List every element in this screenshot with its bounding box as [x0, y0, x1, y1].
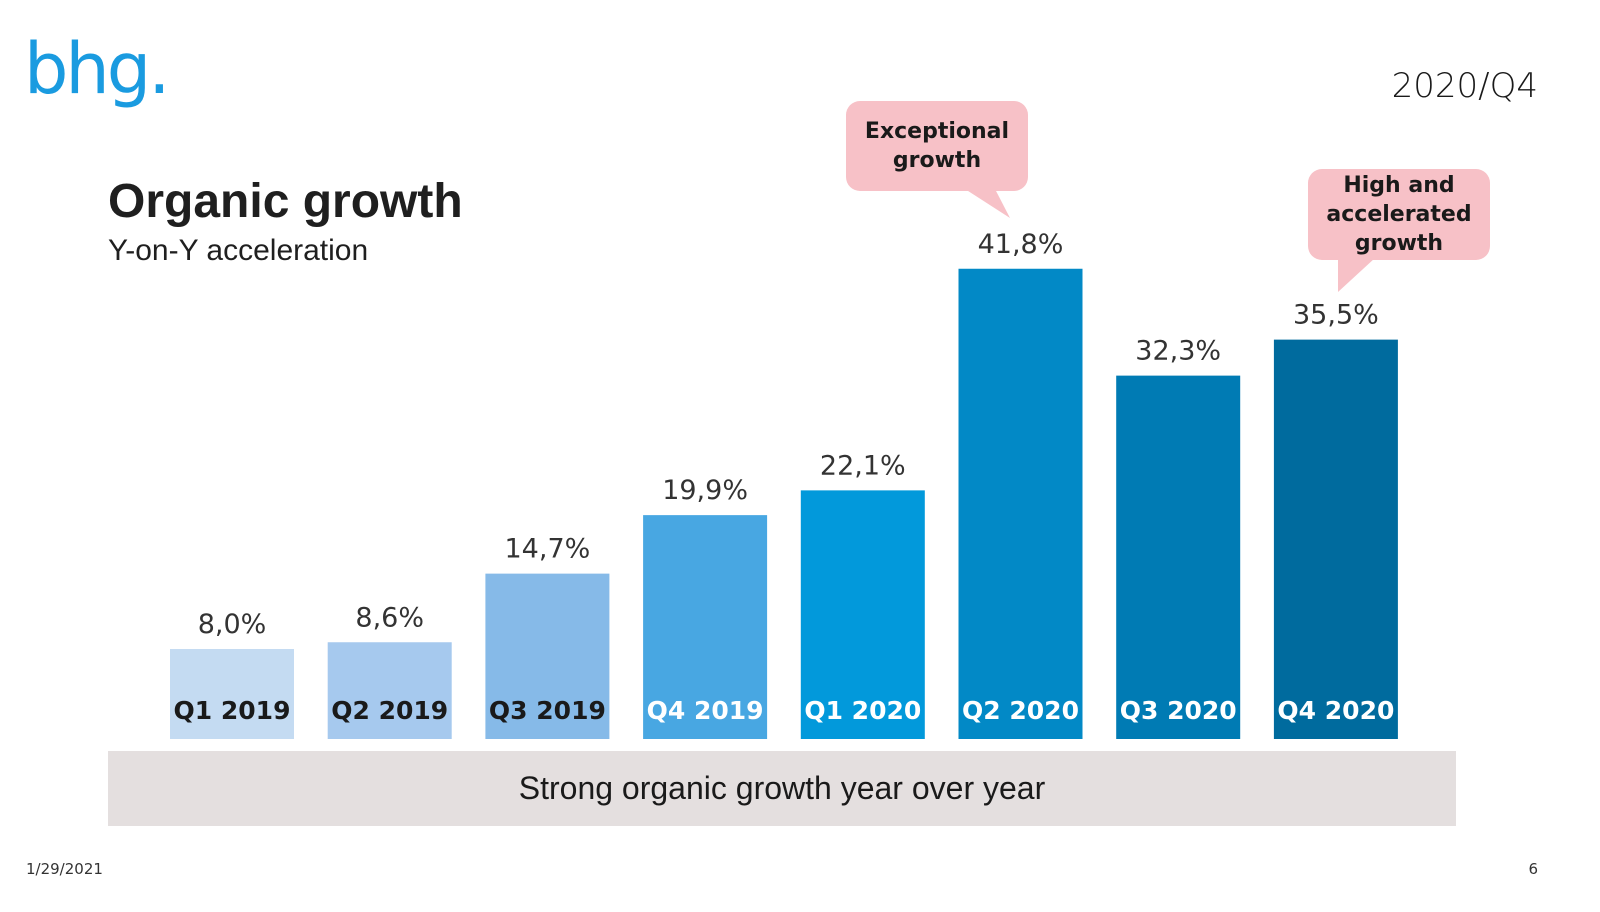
category-label: Q1 2019 [174, 696, 291, 725]
bar-q3-2020 [1116, 375, 1241, 739]
summary-banner: Strong organic growth year over year [108, 751, 1456, 826]
category-label: Q1 2020 [804, 696, 921, 725]
bar-q1-2020 [800, 490, 925, 739]
callout-tail [1338, 258, 1375, 292]
category-label: Q2 2019 [331, 696, 448, 725]
bar-q1-2019 [170, 649, 294, 739]
callout-text: High and accelerated growth [1326, 173, 1472, 256]
bar-q4-2019 [643, 515, 768, 739]
bar-q3-2019 [485, 573, 610, 739]
page-number: 6 [1528, 860, 1538, 878]
footer-date: 1/29/2021 [26, 860, 103, 878]
summary-text: Strong organic growth year over year [518, 770, 1046, 806]
category-label: Q3 2019 [489, 696, 606, 725]
value-label: 8,6% [355, 602, 424, 633]
category-label: Q3 2020 [1120, 696, 1237, 725]
bhg-logo: bhg. [24, 28, 170, 110]
category-label: Q4 2019 [647, 696, 764, 725]
bar-q2-2020 [958, 268, 1083, 739]
period-label: 2020/Q4 [1391, 66, 1538, 106]
bar-q4-2020 [1273, 339, 1398, 739]
callout-text: Exceptional growth [864, 119, 1010, 173]
page-subtitle: Y-on-Y acceleration [108, 234, 369, 267]
value-label: 8,0% [198, 609, 267, 640]
value-label: 32,3% [1135, 336, 1221, 367]
value-label: 35,5% [1293, 300, 1379, 331]
page-title: Organic growth [108, 175, 463, 228]
callout-exceptional-growth: Exceptional growth [846, 101, 1028, 191]
category-label: Q4 2020 [1277, 696, 1394, 725]
bar-q2-2019 [327, 642, 452, 739]
value-label: 41,8% [978, 229, 1064, 260]
callout-tail [965, 189, 1010, 218]
value-label: 22,1% [820, 450, 906, 481]
category-label: Q2 2020 [962, 696, 1079, 725]
value-label: 19,9% [662, 475, 748, 506]
callout-high-accelerated-growth: High and accelerated growth [1308, 169, 1490, 260]
value-label: 14,7% [505, 534, 591, 565]
